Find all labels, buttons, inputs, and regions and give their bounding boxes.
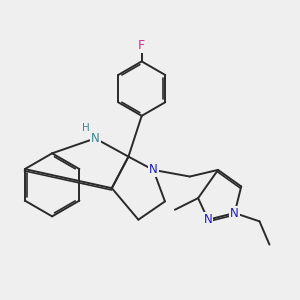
- Text: H: H: [82, 123, 90, 134]
- Text: N: N: [149, 164, 158, 176]
- Text: F: F: [138, 39, 145, 52]
- Text: N: N: [91, 132, 100, 145]
- Text: N: N: [204, 213, 212, 226]
- Text: N: N: [230, 206, 239, 220]
